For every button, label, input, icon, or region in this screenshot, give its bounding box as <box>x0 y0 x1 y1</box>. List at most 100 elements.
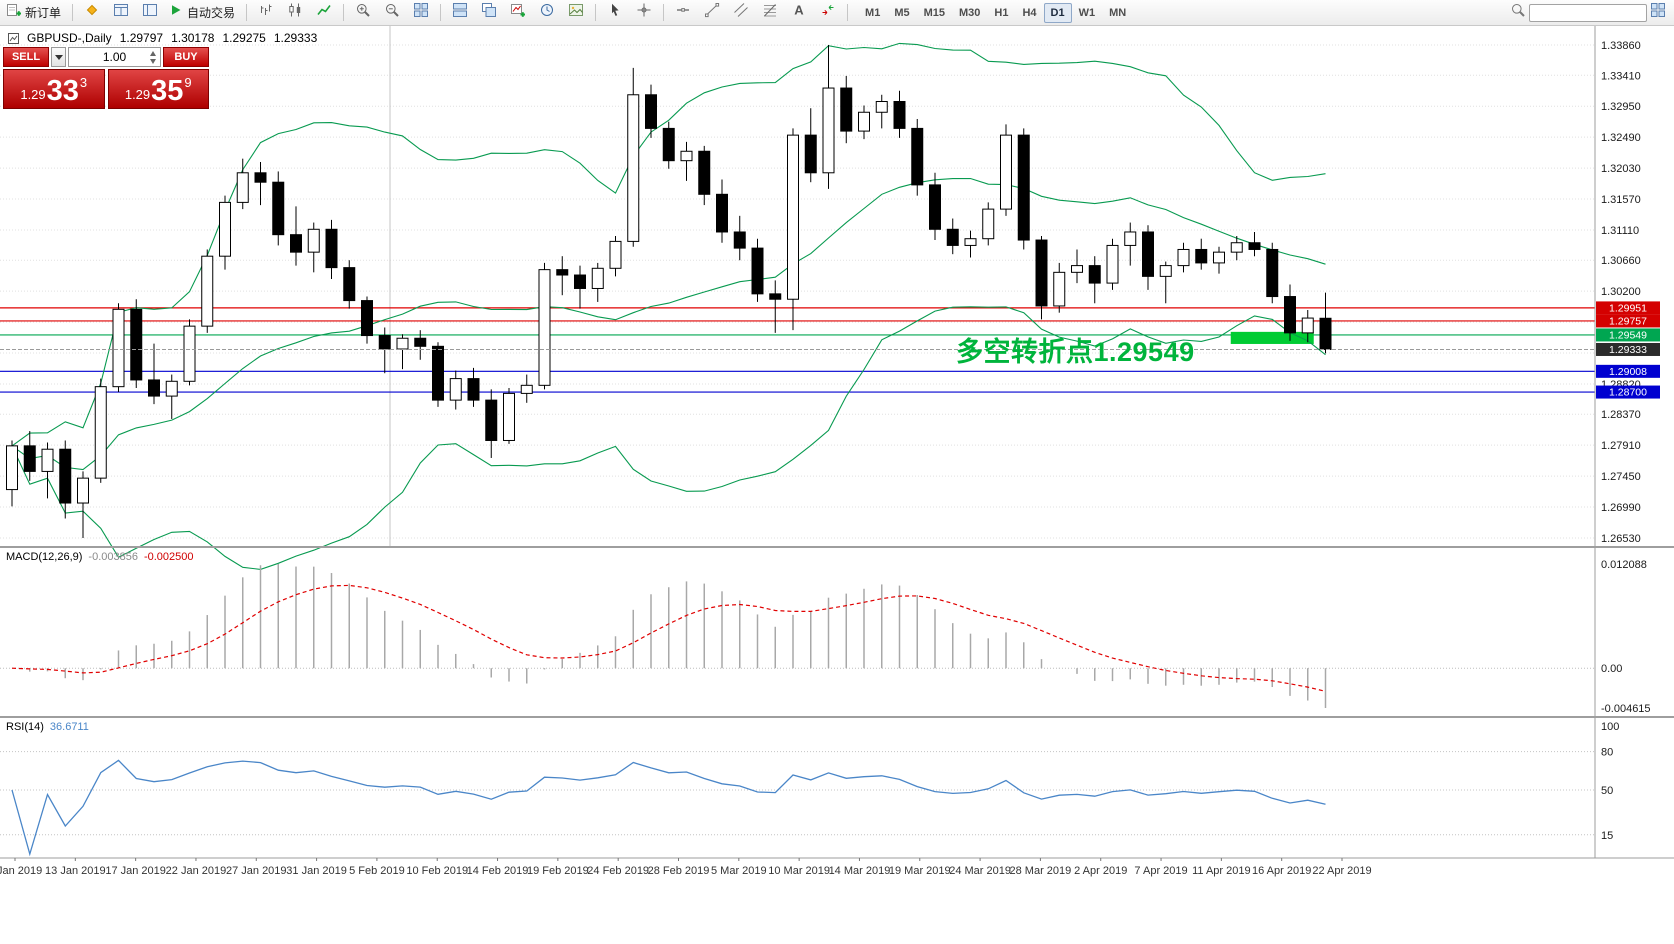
cascade-windows-button[interactable] <box>475 1 503 25</box>
new-chart-button[interactable] <box>504 1 532 25</box>
price-scale-label: 1.32030 <box>1601 163 1641 175</box>
bull-candle <box>1301 317 1314 334</box>
rsi-line <box>11 759 1326 857</box>
text-icon: A <box>791 2 807 23</box>
market-watch-button[interactable] <box>107 1 135 25</box>
price-tag <box>1596 328 1660 342</box>
arrows-tool-button[interactable] <box>814 1 842 25</box>
profile-icon <box>84 2 100 23</box>
panel-divider[interactable] <box>0 546 1674 548</box>
price-tag <box>1596 301 1660 315</box>
charts-profile-button[interactable] <box>78 1 106 25</box>
sell-price-sup: 3 <box>79 75 88 90</box>
panel-divider[interactable] <box>0 716 1674 718</box>
bull-candle <box>609 240 622 269</box>
trendline-button[interactable] <box>698 1 726 25</box>
timeframe-m1[interactable]: M1 <box>865 6 881 19</box>
autotrade-button[interactable]: 自动交易 <box>165 1 241 25</box>
bar-chart-button[interactable] <box>252 1 280 25</box>
bear-candle <box>662 127 675 162</box>
template-button[interactable] <box>562 1 590 25</box>
crosshair-button[interactable] <box>630 1 658 25</box>
bull-candle <box>1230 242 1243 253</box>
bull-candle <box>538 269 551 386</box>
order-type-dropdown[interactable] <box>51 47 66 67</box>
macd-scale-label: 0.012088 <box>1601 559 1647 571</box>
bull-candle <box>520 384 533 394</box>
bull-candle <box>1106 244 1119 284</box>
date-label: 28 Feb 2019 <box>648 865 710 877</box>
bear-candle <box>1142 231 1154 277</box>
price-tag <box>1596 385 1660 399</box>
date-label: 7 Apr 2019 <box>1134 865 1187 877</box>
timeframe-mn[interactable]: MN <box>1109 6 1127 19</box>
price-tag-label: 1.29008 <box>1609 366 1647 378</box>
price-scale-label: 1.26990 <box>1601 502 1641 514</box>
text-tool-button[interactable]: A <box>785 1 813 25</box>
trendline-icon <box>704 2 720 23</box>
stepper-down-icon[interactable] <box>149 58 156 64</box>
date-label: 17 Jan 2019 <box>105 865 166 877</box>
price-tag-label: 1.29951 <box>1609 302 1647 314</box>
bull-candle <box>6 445 18 491</box>
timeframe-d1[interactable]: D1 <box>1043 2 1072 23</box>
timeframe-h1[interactable]: H1 <box>994 6 1009 19</box>
timeframe-w1[interactable]: W1 <box>1078 6 1096 19</box>
cursor-button[interactable] <box>601 1 629 25</box>
bull-candle <box>219 201 231 257</box>
channel-button[interactable] <box>727 1 755 25</box>
candlestick-chart-button[interactable] <box>281 1 309 25</box>
bear-candle <box>1319 317 1332 350</box>
toolbar-separator <box>246 4 248 21</box>
zoom-out-button[interactable] <box>378 1 406 25</box>
sell-price-button[interactable]: 1.29 33 3 <box>3 69 105 109</box>
price-scale-label: 1.33860 <box>1601 40 1641 52</box>
volume-stepper[interactable] <box>147 49 158 65</box>
macd-scale-label: 0.00 <box>1601 663 1622 675</box>
bear-candle <box>893 100 906 129</box>
bull-candle <box>1177 248 1190 267</box>
bear-candle <box>1195 248 1208 264</box>
horizontal-line-button[interactable] <box>669 1 697 25</box>
new-order-button[interactable]: 新订单 <box>3 1 67 25</box>
rsi-scale-label: 15 <box>1601 830 1613 842</box>
search-input[interactable] <box>1529 3 1647 22</box>
pivot-annotation-text[interactable]: 多空转折点1.29549 <box>956 337 1195 367</box>
line-chart-button[interactable] <box>310 1 338 25</box>
buy-price-button[interactable]: 1.29 35 9 <box>107 69 209 109</box>
candle-chart-icon <box>287 2 303 23</box>
highlight-rectangle[interactable] <box>1230 331 1314 344</box>
timeframe-m5[interactable]: M5 <box>894 6 910 19</box>
sell-button[interactable]: SELL <box>3 47 49 67</box>
tile-windows-button[interactable] <box>407 1 435 25</box>
toolbar-separator <box>847 4 849 21</box>
bull-candle <box>591 267 604 289</box>
bull-candle <box>94 386 107 479</box>
period-button[interactable] <box>533 1 561 25</box>
fibonacci-button[interactable] <box>756 1 784 25</box>
price-scale-label: 1.28820 <box>1601 379 1641 391</box>
price-tag <box>1596 342 1660 356</box>
date-label: 5 Mar 2019 <box>711 865 767 877</box>
buy-button[interactable]: BUY <box>163 47 209 67</box>
tile-horizontal-button[interactable] <box>446 1 474 25</box>
stepper-up-icon[interactable] <box>149 50 156 56</box>
navigator-button[interactable] <box>136 1 164 25</box>
timeframe-m30[interactable]: M30 <box>959 6 981 19</box>
bear-candle <box>1266 248 1279 298</box>
price-scale-label: 1.26530 <box>1601 533 1641 545</box>
timeframe-m15[interactable]: M15 <box>923 6 945 19</box>
timeframe-group: M1 M5 M15 M30 H1 H4 D1 W1 MN <box>858 2 1133 23</box>
timeframe-h4[interactable]: H4 <box>1022 6 1037 19</box>
bear-candle <box>751 247 764 295</box>
bar-chart-icon <box>258 2 274 23</box>
zoom-in-button[interactable] <box>349 1 377 25</box>
toolbar-separator <box>343 4 345 21</box>
toolbar: 新订单 自动交易 A M1 M5 M15 M30 H1 H4 D1 W1 MN <box>0 0 1674 26</box>
date-label: 27 Jan 2019 <box>226 865 287 877</box>
toolbar-separator <box>595 4 597 21</box>
volume-input[interactable]: 1.00 <box>68 47 161 67</box>
bear-candle <box>1035 239 1048 307</box>
